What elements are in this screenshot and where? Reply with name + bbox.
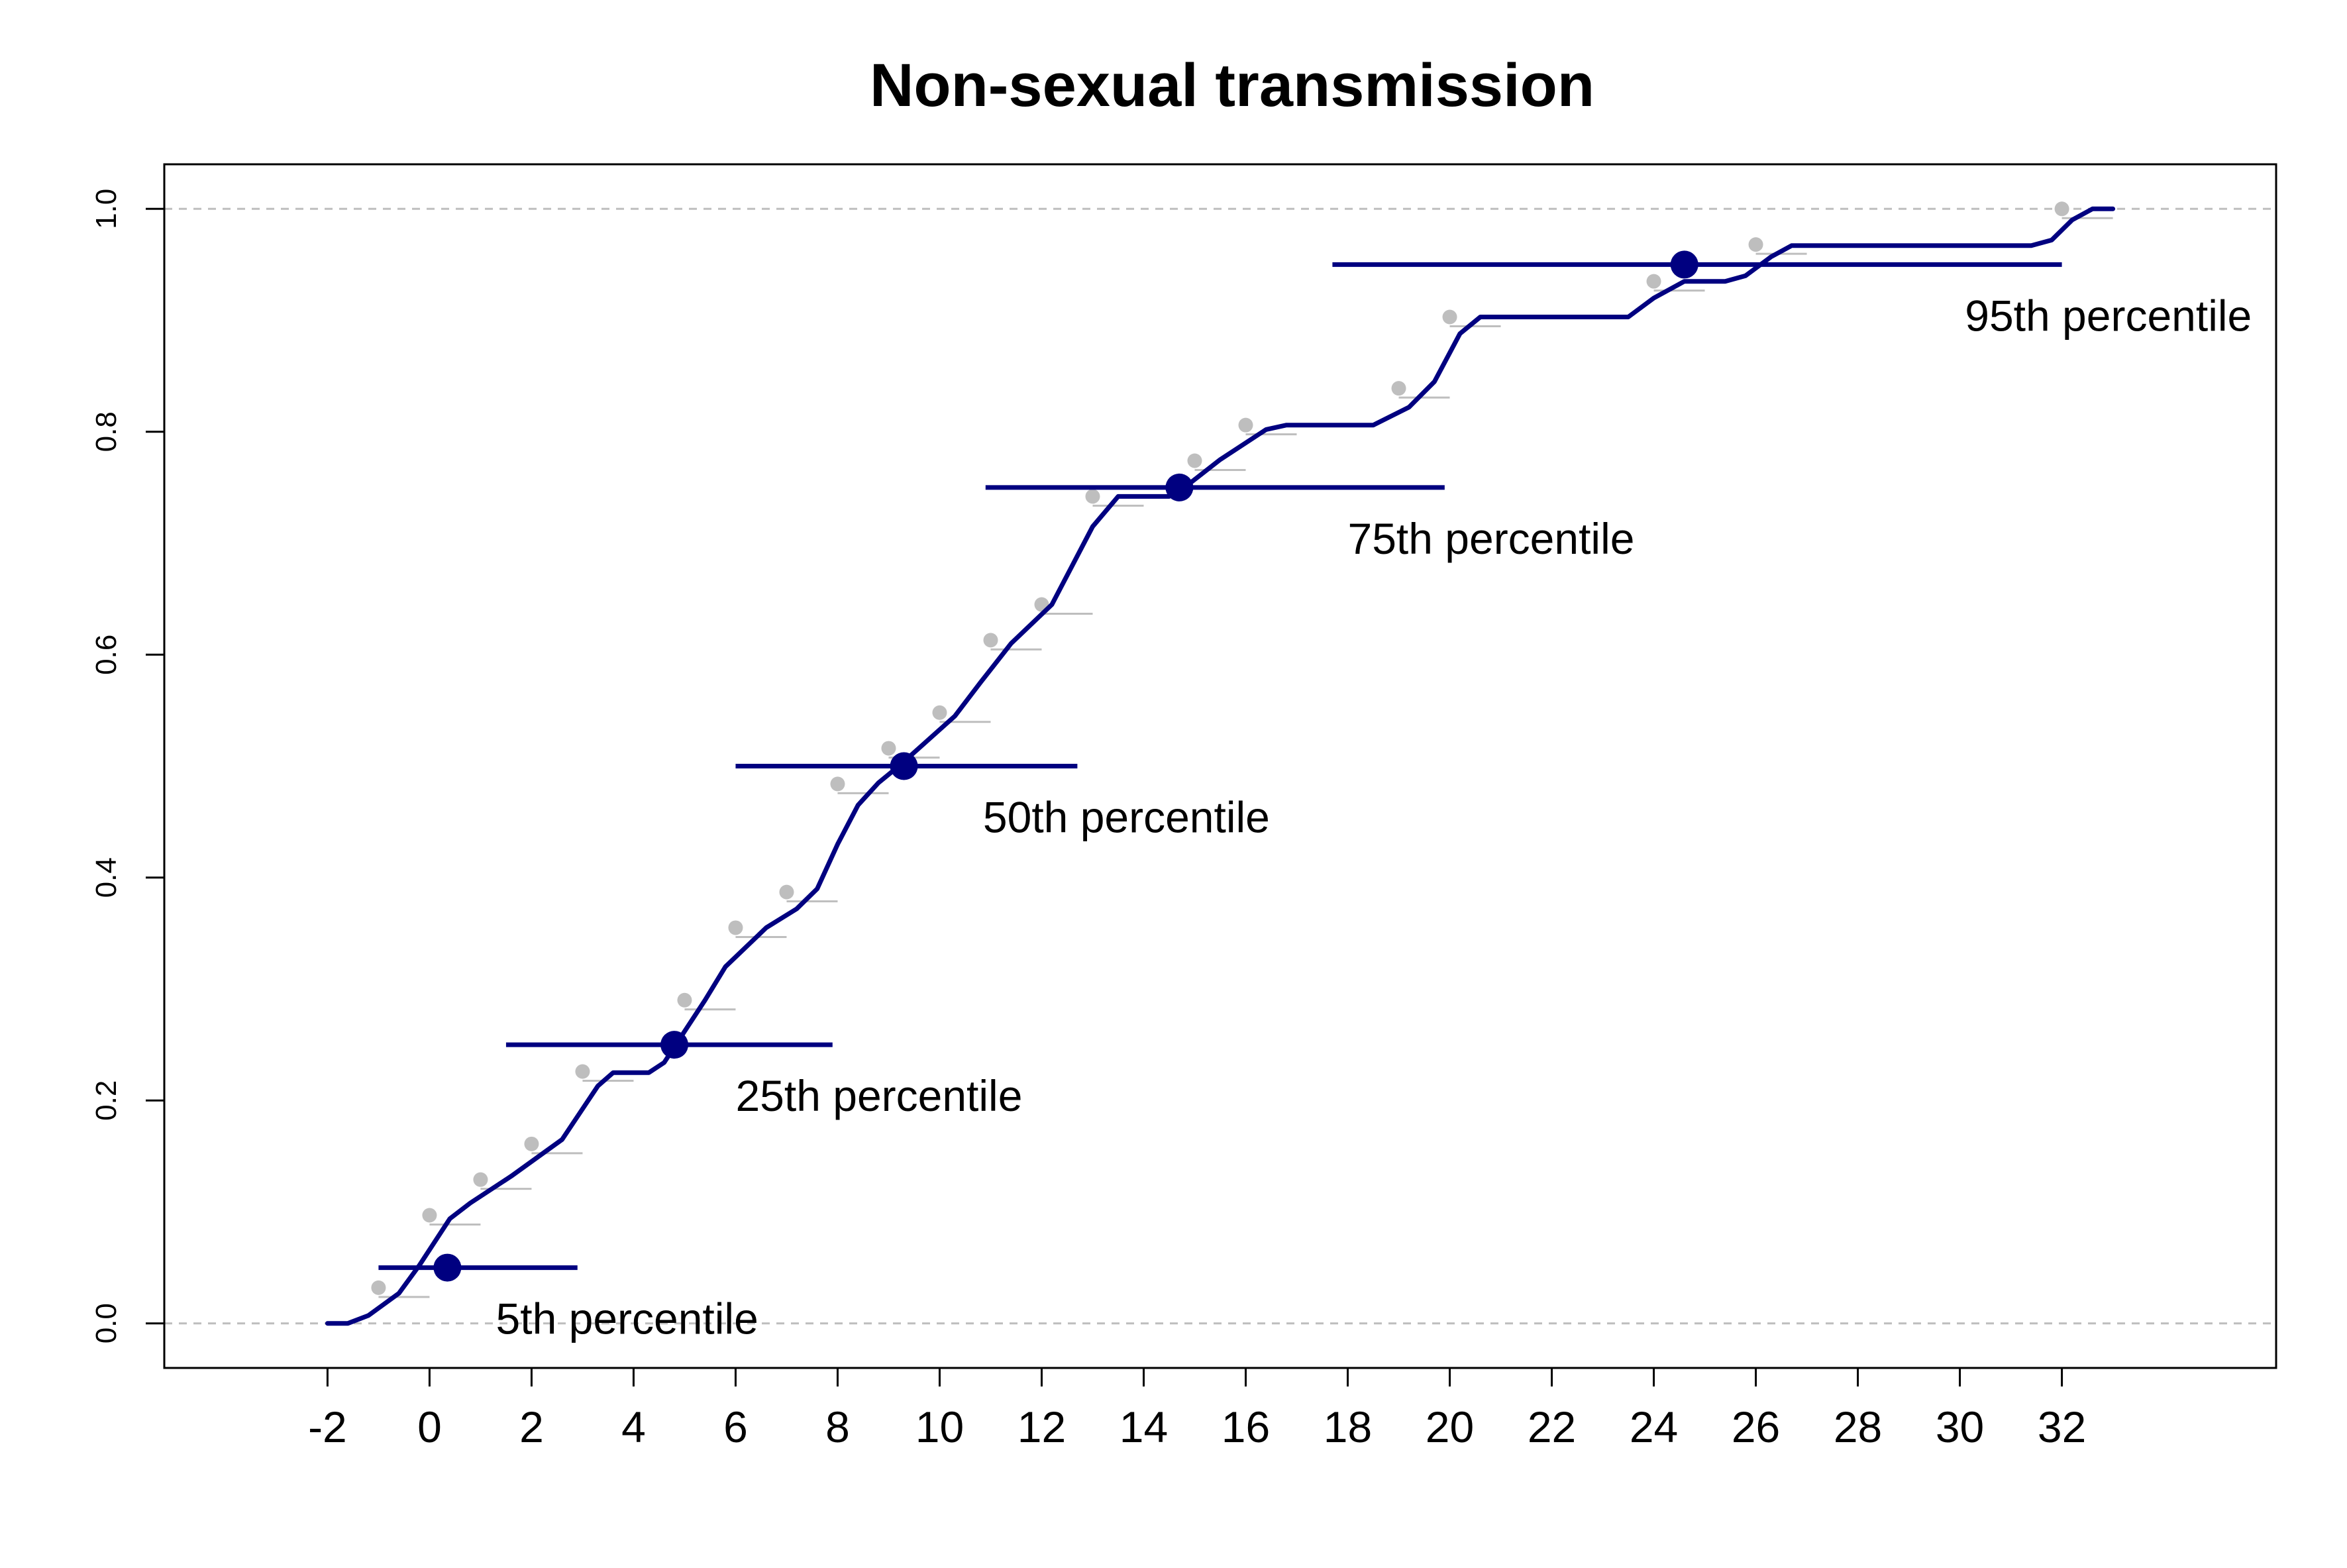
observed-point — [830, 776, 845, 792]
plot-frame — [163, 163, 2277, 1369]
y-tick-label: 0.8 — [90, 411, 123, 452]
observed-point — [2054, 201, 2069, 217]
fitted-curve-line — [325, 206, 2116, 1326]
x-tick-label: 16 — [1222, 1402, 1270, 1451]
percentile-label: 75th percentile — [1348, 514, 1635, 563]
percentile-label: 50th percentile — [983, 793, 1270, 842]
x-tick-label: 8 — [825, 1402, 850, 1451]
y-tick-label: 0.2 — [90, 1080, 123, 1121]
percentile-label: 95th percentile — [1965, 291, 2252, 340]
observed-point — [1085, 489, 1100, 504]
observed-data — [371, 201, 2113, 1298]
x-tick-label: 28 — [1834, 1402, 1882, 1451]
x-tick-label: 2 — [519, 1402, 544, 1451]
y-tick-label: 0.6 — [90, 635, 123, 675]
x-tick-label: 18 — [1324, 1402, 1372, 1451]
observed-point — [1442, 309, 1457, 325]
percentile-point — [1670, 250, 1698, 279]
percentile-label: 5th percentile — [496, 1294, 758, 1343]
y-tick-label: 1.0 — [90, 189, 123, 229]
observed-point — [932, 705, 947, 720]
y-tick-label: 0.0 — [90, 1303, 123, 1343]
x-tick-label: 22 — [1528, 1402, 1576, 1451]
observed-point — [1187, 453, 1202, 468]
observed-point — [1238, 417, 1253, 433]
observed-point — [422, 1208, 437, 1223]
x-tick-label: 4 — [621, 1402, 646, 1451]
observed-point — [728, 920, 743, 935]
axes: -2 0 2 4 6 8 10 12 14 16 18 20 22 24 26 28 30 320.00.20.4… — [90, 163, 2277, 1451]
observed-point — [1748, 237, 1763, 252]
fitted-curve — [325, 206, 2116, 1326]
x-tick-label: -2 — [308, 1402, 347, 1451]
x-tick-label: 20 — [1426, 1402, 1474, 1451]
percentile-point — [1165, 473, 1194, 501]
x-tick-label: 0 — [417, 1402, 442, 1451]
x-tick-label: 26 — [1732, 1402, 1780, 1451]
percentile-point — [890, 752, 918, 780]
observed-point — [473, 1172, 488, 1187]
x-tick-label: 24 — [1630, 1402, 1678, 1451]
observed-point — [1391, 381, 1406, 396]
reference-lines — [164, 207, 2276, 1325]
observed-point — [371, 1280, 386, 1295]
x-tick-label: 32 — [2038, 1402, 2086, 1451]
percentile-label: 25th percentile — [735, 1071, 1022, 1120]
y-tick-label: 0.4 — [90, 857, 123, 898]
observed-point — [677, 992, 692, 1008]
x-tick-label: 10 — [915, 1402, 964, 1451]
observed-point — [881, 741, 896, 756]
x-tick-label: 6 — [723, 1402, 748, 1451]
observed-point — [779, 884, 794, 900]
percentile-point — [433, 1253, 462, 1282]
observed-point — [983, 633, 998, 648]
observed-point — [1646, 274, 1661, 289]
x-tick-label: 30 — [1936, 1402, 1984, 1451]
x-tick-label: 12 — [1017, 1402, 1066, 1451]
chart-title: Non-sexual transmission — [870, 52, 1594, 119]
percentile-markers: 5th percentile 25th percentile 50th percen… — [378, 250, 2252, 1343]
observed-point — [575, 1064, 590, 1079]
x-tick-label: 14 — [1120, 1402, 1168, 1451]
percentile-point — [660, 1031, 689, 1059]
observed-point — [524, 1136, 539, 1151]
